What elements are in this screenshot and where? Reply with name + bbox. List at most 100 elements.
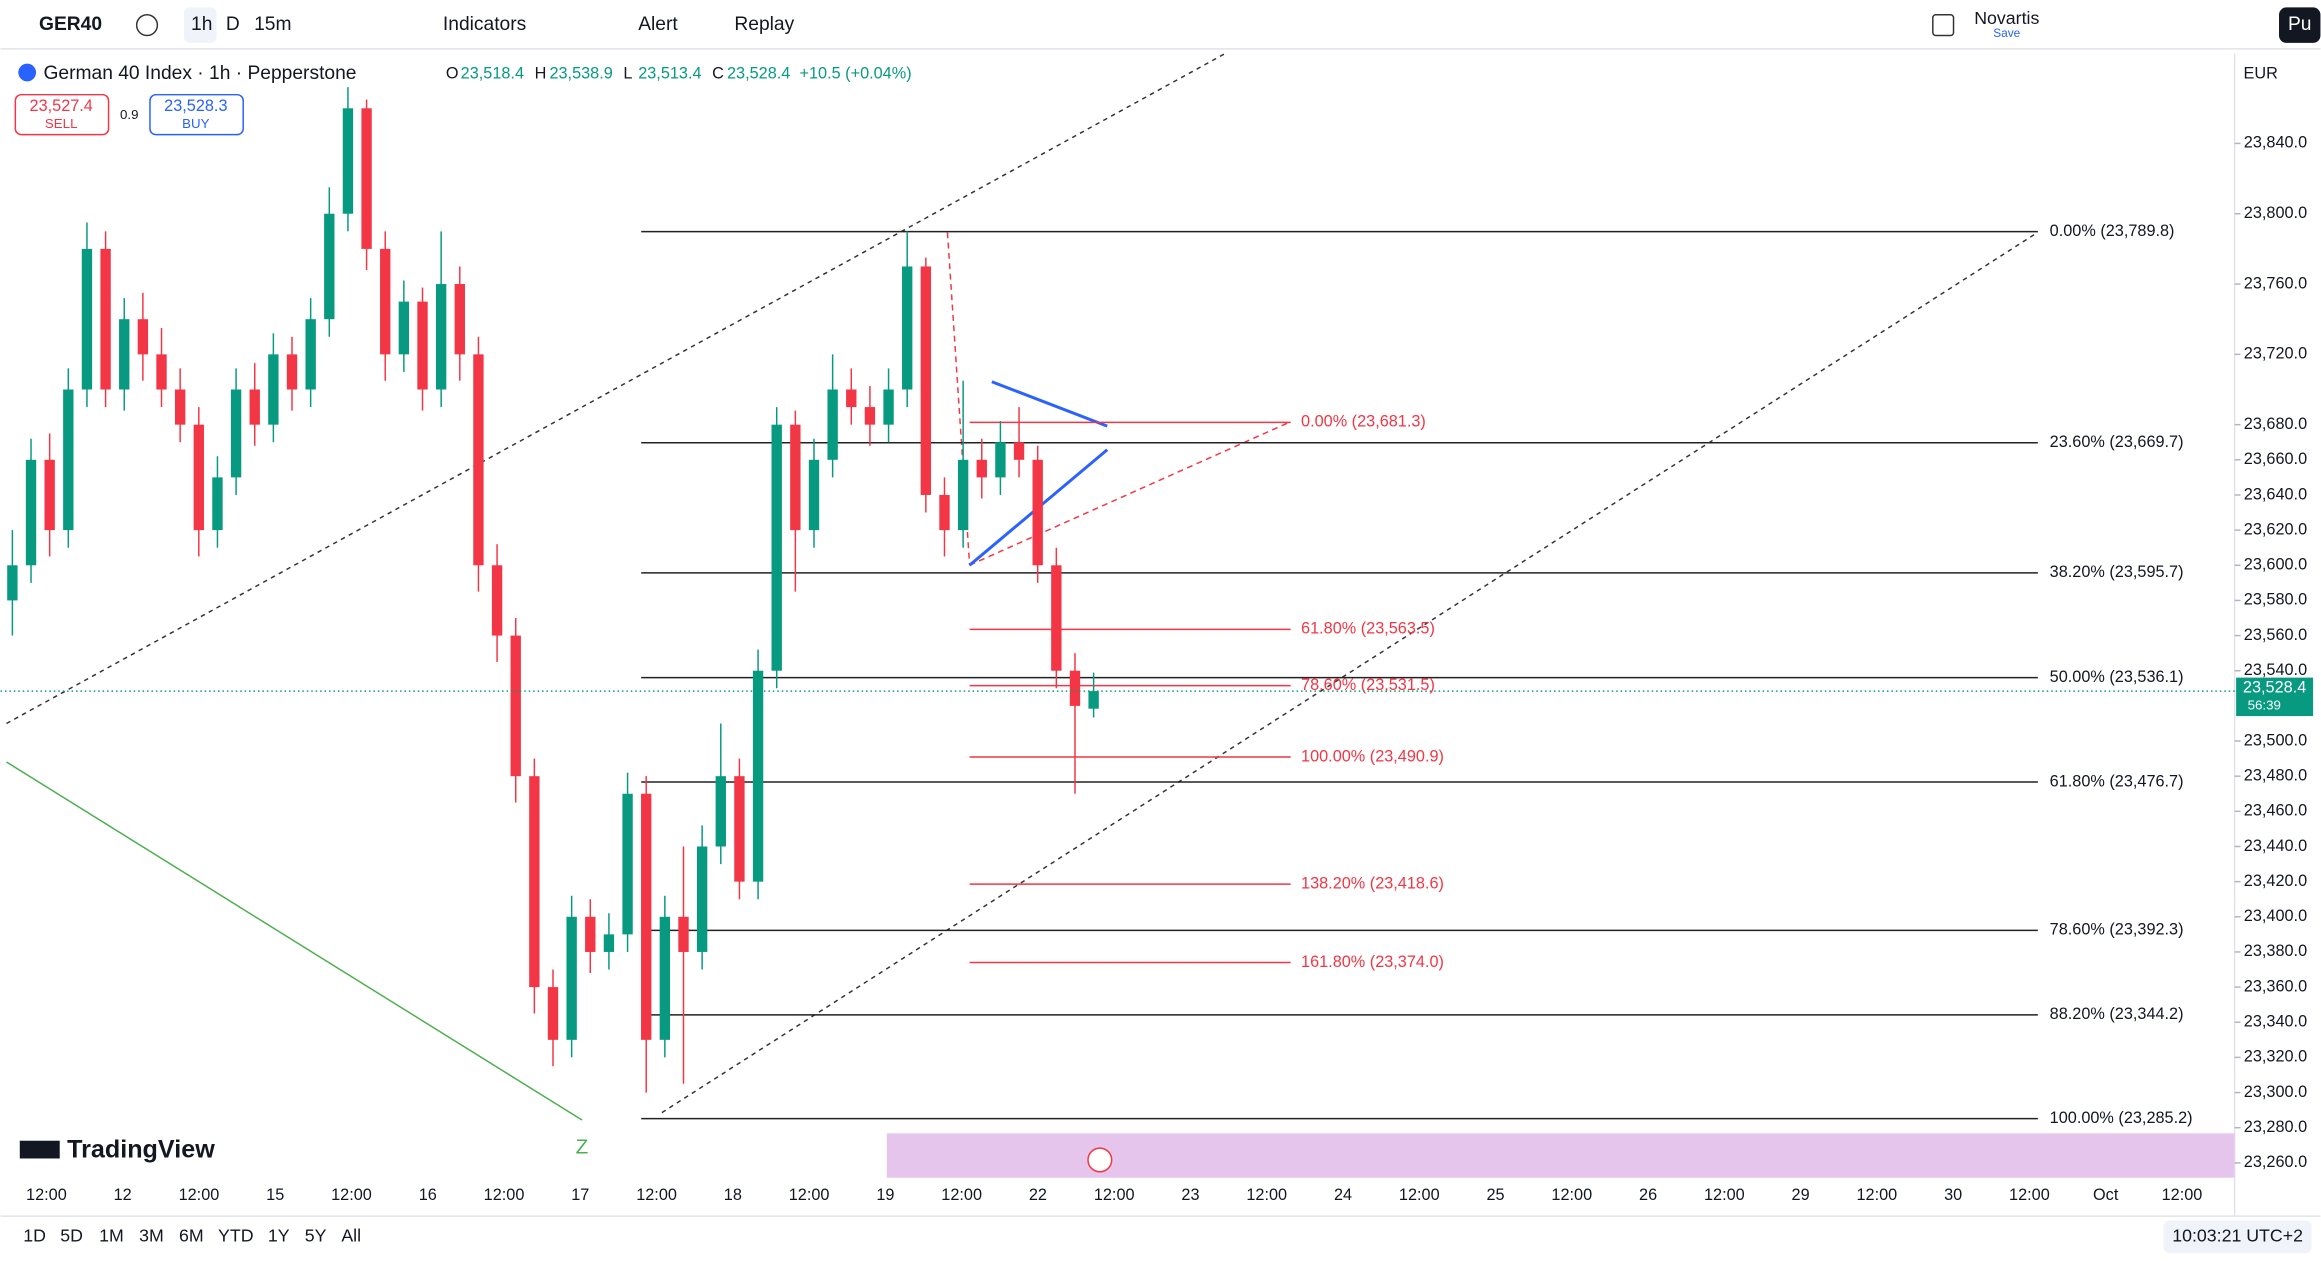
candle-body (883, 389, 894, 425)
y-tick-label: 23,480.0 (2244, 766, 2307, 784)
candle-body (100, 248, 111, 390)
range-button[interactable]: 1D (23, 1226, 46, 1246)
range-button[interactable]: 1M (99, 1226, 124, 1246)
candle-body (305, 319, 316, 390)
range-button[interactable]: 6M (179, 1226, 204, 1246)
x-tick-label: 12:00 (1704, 1186, 1745, 1204)
range-button[interactable]: 5Y (305, 1226, 327, 1246)
interval[interactable]: 1h (191, 14, 212, 35)
x-tick-label: 12:00 (941, 1186, 982, 1204)
candle-body (491, 565, 503, 636)
layout-name[interactable]: Novartis (1974, 8, 2039, 28)
interval[interactable]: D (226, 14, 240, 35)
candle-body (547, 987, 559, 1040)
y-tick-label: 23,280.0 (2244, 1118, 2307, 1136)
candle-body (380, 248, 391, 355)
x-tick-label: 24 (1334, 1186, 1352, 1204)
range-button[interactable]: 1Y (268, 1226, 290, 1246)
candle-body (920, 266, 932, 495)
candle-body (286, 354, 298, 390)
fib-label: 61.80% (23,476.7) (2050, 772, 2184, 790)
candle-body (715, 776, 726, 847)
x-tick-label: 12:00 (1246, 1186, 1287, 1204)
toolbar-button[interactable]: Alert (638, 14, 678, 35)
event-icon[interactable] (1087, 1147, 1113, 1173)
layout-icon[interactable] (1932, 14, 1955, 37)
y-tick-label: 23,760.0 (2244, 274, 2307, 292)
candle-body (976, 459, 987, 478)
candle-body (939, 494, 950, 531)
y-tick-label: 23,260.0 (2244, 1153, 2307, 1171)
toolbar-button[interactable]: Replay (734, 14, 794, 35)
fib-ext-label: 161.80% (23,374.0) (1301, 953, 1444, 971)
candle-body (734, 776, 745, 882)
range-button[interactable]: 3M (139, 1226, 164, 1246)
candle-body (1069, 670, 1081, 706)
range-button[interactable]: All (341, 1226, 361, 1246)
add-symbol-icon[interactable] (135, 14, 159, 37)
x-tick-label: 12:00 (636, 1186, 677, 1204)
publish-button[interactable] (2279, 7, 2321, 43)
y-tick-label: 23,420.0 (2244, 872, 2307, 890)
interval[interactable]: 15m (254, 14, 291, 35)
x-tick-label: Oct (2093, 1186, 2119, 1204)
fib-extension-line (969, 420, 1292, 566)
candle-body (342, 108, 354, 214)
y-tick-label: 23,560.0 (2244, 626, 2307, 644)
candle-body (603, 934, 615, 952)
candle-body (864, 407, 876, 425)
buy-price: 23,528.3 (164, 97, 227, 115)
spread: 0.9 (120, 107, 139, 122)
range-button[interactable]: YTD (218, 1226, 253, 1246)
fib-label: 50.00% (23,536.1) (2050, 668, 2184, 686)
interval-active-bg (184, 7, 217, 43)
fib-label: 88.20% (23,344.2) (2050, 1005, 2184, 1023)
x-tick-label: 12:00 (1399, 1186, 1440, 1204)
y-tick-label: 23,400.0 (2244, 907, 2307, 925)
buy-button[interactable] (149, 93, 244, 136)
x-tick-label: 17 (571, 1186, 589, 1204)
fib-label: 0.00% (23,789.8) (2050, 222, 2175, 240)
ohlc-value: 23,513.4 (638, 64, 701, 82)
y-tick-label: 23,540.0 (2244, 661, 2307, 679)
candle-body (156, 354, 167, 390)
y-tick-label: 23,380.0 (2244, 942, 2307, 960)
ohlc-value: 23,518.4 (461, 64, 524, 82)
candle-body (510, 635, 521, 777)
fib-ext-label: 78.60% (23,531.5) (1301, 676, 1435, 694)
marker: Z (576, 1136, 589, 1159)
sell-button[interactable] (14, 93, 110, 136)
candle-body (1051, 565, 1062, 671)
clock-bg (2163, 1220, 2312, 1254)
x-tick-label: 23 (1181, 1186, 1199, 1204)
y-tick-label: 23,800.0 (2244, 204, 2307, 222)
y-tick-label: 23,500.0 (2244, 731, 2307, 749)
candle-body (585, 916, 596, 952)
branding-logo (19, 1140, 60, 1159)
candle-body (473, 354, 484, 566)
symbol[interactable]: GER40 (39, 14, 102, 35)
toolbar-button[interactable]: Indicators (443, 14, 526, 35)
candle-body (678, 916, 689, 952)
x-tick-label: 12:00 (1857, 1186, 1898, 1204)
y-tick-label: 23,600.0 (2244, 556, 2307, 574)
clock: 10:03:21 UTC+2 (2172, 1226, 2303, 1246)
x-tick-label: 29 (1792, 1186, 1810, 1204)
publish[interactable]: Pu (2288, 14, 2312, 35)
candle-body (193, 424, 204, 531)
ohlc-key: C (712, 64, 724, 82)
layout-status[interactable]: Save (1993, 26, 2020, 40)
x-tick-label: 12:00 (331, 1186, 372, 1204)
x-tick-label: 22 (1029, 1186, 1047, 1204)
candle-body (119, 319, 130, 390)
candle-body (696, 846, 708, 952)
range-button[interactable]: 5D (60, 1226, 83, 1246)
legend-title: German 40 Index · 1h · Pepperstone (43, 63, 356, 84)
y-tick-label: 23,360.0 (2244, 977, 2307, 995)
candle-body (641, 793, 652, 1040)
fib-label: 23.60% (23,669.7) (2050, 433, 2184, 451)
candle-body (249, 389, 260, 425)
